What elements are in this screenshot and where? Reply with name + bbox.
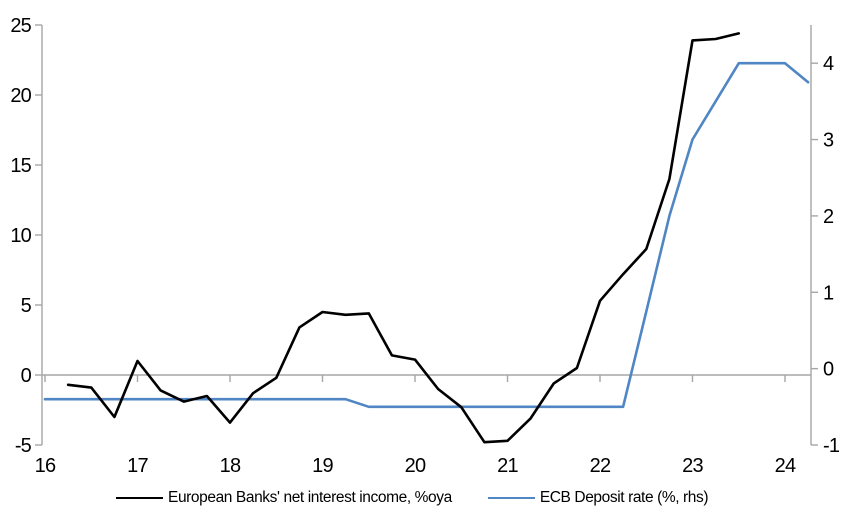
left-axis-tick-label: 15 xyxy=(10,155,31,177)
x-axis-tick-label: 22 xyxy=(590,455,611,477)
ecb-line-swatch-icon xyxy=(487,497,535,499)
tick-marks-group xyxy=(35,24,818,446)
left-axis-tick-label: 25 xyxy=(10,15,31,37)
left-axis-tick-label: 0 xyxy=(21,365,32,387)
nii-line-swatch-icon xyxy=(116,497,163,499)
legend-item-nii: European Banks' net interest income, %oy… xyxy=(116,489,452,507)
left-axis-tick-label: 5 xyxy=(21,295,32,317)
legend: European Banks' net interest income, %oy… xyxy=(116,489,816,507)
x-axis-tick-label: 18 xyxy=(220,455,241,477)
net-interest-income-line xyxy=(66,32,741,444)
x-axis-tick-label: 16 xyxy=(35,455,56,477)
right-axis-tick-label: 2 xyxy=(823,206,834,228)
right-axis-tick-label: -1 xyxy=(823,435,840,457)
right-axis-tick-label: 0 xyxy=(823,359,834,381)
legend-item-ecb: ECB Deposit rate (%, rhs) xyxy=(487,489,709,507)
legend-label-ecb: ECB Deposit rate (%, rhs) xyxy=(539,489,709,506)
left-axis-tick-label: -5 xyxy=(15,435,32,457)
x-axis-tick-label: 19 xyxy=(312,455,333,477)
x-axis-tick-label: 21 xyxy=(497,455,518,477)
legend-label-nii: European Banks' net interest income, %oy… xyxy=(168,489,452,506)
left-axis-tick-label: 10 xyxy=(10,225,31,247)
x-axis-tick-label: 17 xyxy=(127,455,148,477)
axes-group xyxy=(41,25,812,445)
x-axis-tick-label: 23 xyxy=(682,455,703,477)
right-axis-tick-label: 1 xyxy=(823,282,834,304)
right-axis-tick-label: 4 xyxy=(823,53,834,75)
x-axis-tick-label: 20 xyxy=(405,455,426,477)
left-axis-tick-label: 20 xyxy=(10,85,31,107)
x-axis-tick-label: 24 xyxy=(775,455,796,477)
right-axis-tick-label: 3 xyxy=(823,130,834,152)
ecb-deposit-rate-line xyxy=(43,61,810,409)
